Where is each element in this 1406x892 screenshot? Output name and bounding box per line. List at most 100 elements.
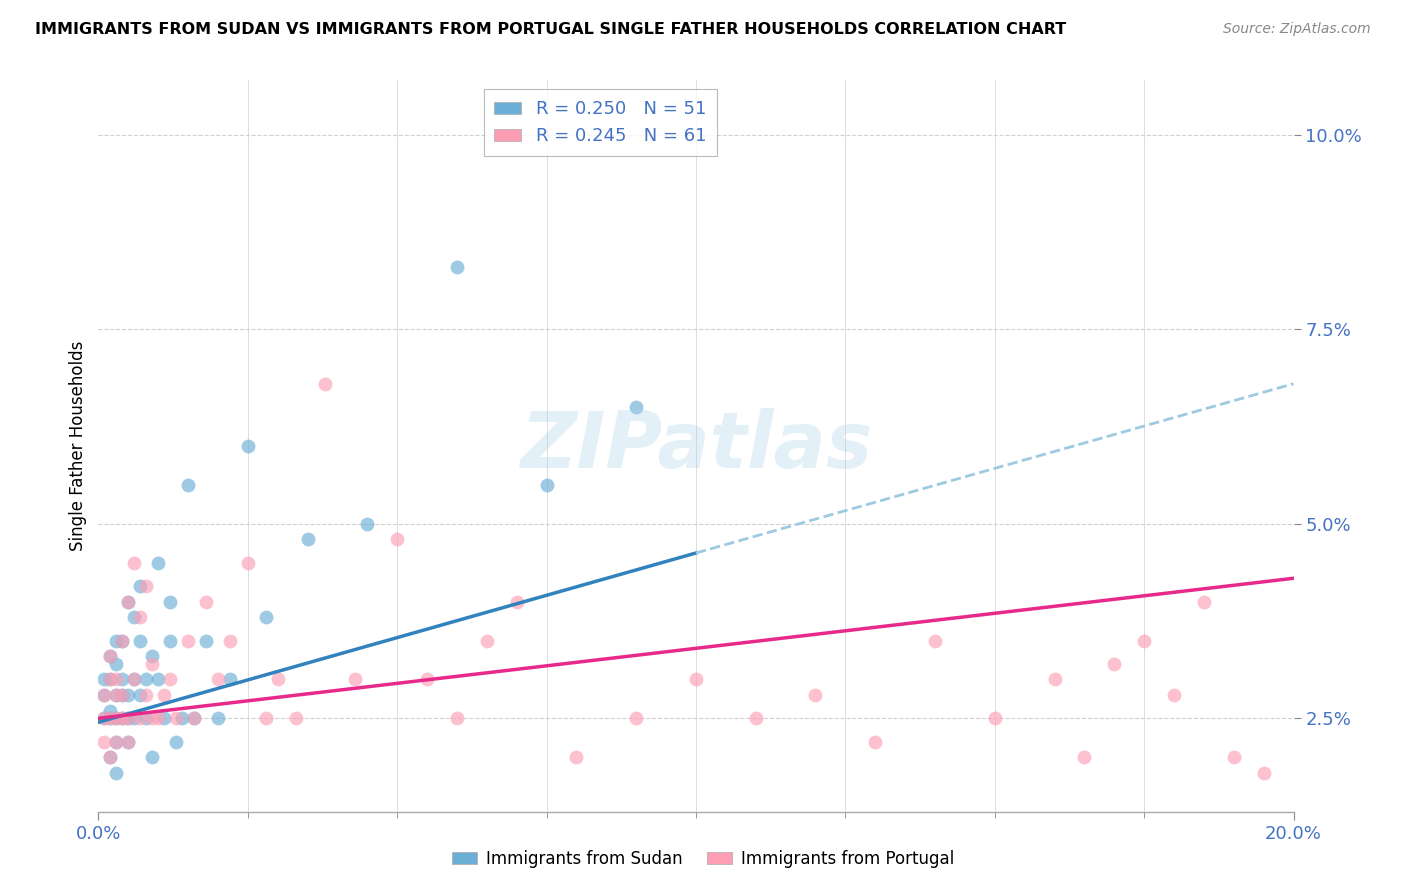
Point [1043, 673, 1066, 687]
Point [865, 734, 887, 748]
Point [105, 711, 128, 725]
Point [111, 633, 134, 648]
Point [111, 688, 134, 702]
Point [141, 649, 163, 664]
Point [135, 688, 157, 702]
Point [124, 556, 146, 570]
Point [984, 711, 1007, 725]
Point [1073, 750, 1095, 764]
Point [98, 750, 122, 764]
Point [475, 633, 498, 648]
Point [98, 649, 122, 664]
Point [98, 704, 122, 718]
Point [111, 633, 134, 648]
Point [236, 439, 259, 453]
Point [124, 610, 146, 624]
Point [111, 688, 134, 702]
Point [219, 673, 242, 687]
Point [446, 260, 468, 274]
Point [135, 711, 157, 725]
Point [93, 688, 115, 702]
Legend: Immigrants from Sudan, Immigrants from Portugal: Immigrants from Sudan, Immigrants from P… [446, 844, 960, 875]
Point [105, 633, 128, 648]
Point [98, 649, 122, 664]
Point [1223, 750, 1246, 764]
Point [745, 711, 768, 725]
Point [93, 673, 115, 687]
Point [117, 734, 139, 748]
Point [159, 594, 181, 608]
Point [148, 673, 170, 687]
Point [315, 376, 337, 391]
Point [183, 711, 205, 725]
Point [129, 711, 152, 725]
Text: Source: ZipAtlas.com: Source: ZipAtlas.com [1223, 22, 1371, 37]
Point [626, 711, 648, 725]
Point [416, 673, 439, 687]
Point [297, 533, 319, 547]
Y-axis label: Single Father Households: Single Father Households [69, 341, 87, 551]
Point [183, 711, 205, 725]
Point [105, 657, 128, 671]
Point [506, 594, 529, 608]
Point [165, 711, 187, 725]
Point [1163, 688, 1185, 702]
Point [141, 711, 163, 725]
Point [236, 556, 259, 570]
Point [93, 711, 115, 725]
Point [207, 711, 229, 725]
Point [124, 711, 146, 725]
Point [148, 711, 170, 725]
Point [129, 688, 152, 702]
Point [159, 673, 181, 687]
Point [344, 673, 367, 687]
Point [105, 688, 128, 702]
Point [172, 711, 194, 725]
Point [111, 711, 134, 725]
Point [93, 734, 115, 748]
Point [141, 750, 163, 764]
Point [105, 734, 128, 748]
Point [135, 579, 157, 593]
Point [111, 711, 134, 725]
Point [195, 594, 218, 608]
Point [105, 711, 128, 725]
Point [385, 533, 409, 547]
Point [98, 673, 122, 687]
Point [105, 765, 128, 780]
Point [356, 516, 378, 531]
Point [117, 594, 139, 608]
Point [98, 711, 122, 725]
Point [105, 673, 128, 687]
Point [685, 673, 707, 687]
Point [111, 673, 134, 687]
Point [124, 673, 146, 687]
Point [1192, 594, 1215, 608]
Point [565, 750, 588, 764]
Point [195, 633, 218, 648]
Point [626, 400, 648, 414]
Point [93, 711, 115, 725]
Text: ZIPatlas: ZIPatlas [520, 408, 872, 484]
Point [93, 688, 115, 702]
Point [124, 673, 146, 687]
Point [135, 673, 157, 687]
Point [129, 633, 152, 648]
Point [153, 688, 176, 702]
Point [141, 657, 163, 671]
Point [117, 711, 139, 725]
Point [105, 688, 128, 702]
Point [219, 633, 242, 648]
Point [177, 478, 200, 492]
Point [1253, 765, 1275, 780]
Point [98, 711, 122, 725]
Point [165, 734, 187, 748]
Point [924, 633, 946, 648]
Point [536, 478, 558, 492]
Point [117, 734, 139, 748]
Point [117, 688, 139, 702]
Point [446, 711, 468, 725]
Point [254, 711, 277, 725]
Text: IMMIGRANTS FROM SUDAN VS IMMIGRANTS FROM PORTUGAL SINGLE FATHER HOUSEHOLDS CORRE: IMMIGRANTS FROM SUDAN VS IMMIGRANTS FROM… [35, 22, 1066, 37]
Point [105, 734, 128, 748]
